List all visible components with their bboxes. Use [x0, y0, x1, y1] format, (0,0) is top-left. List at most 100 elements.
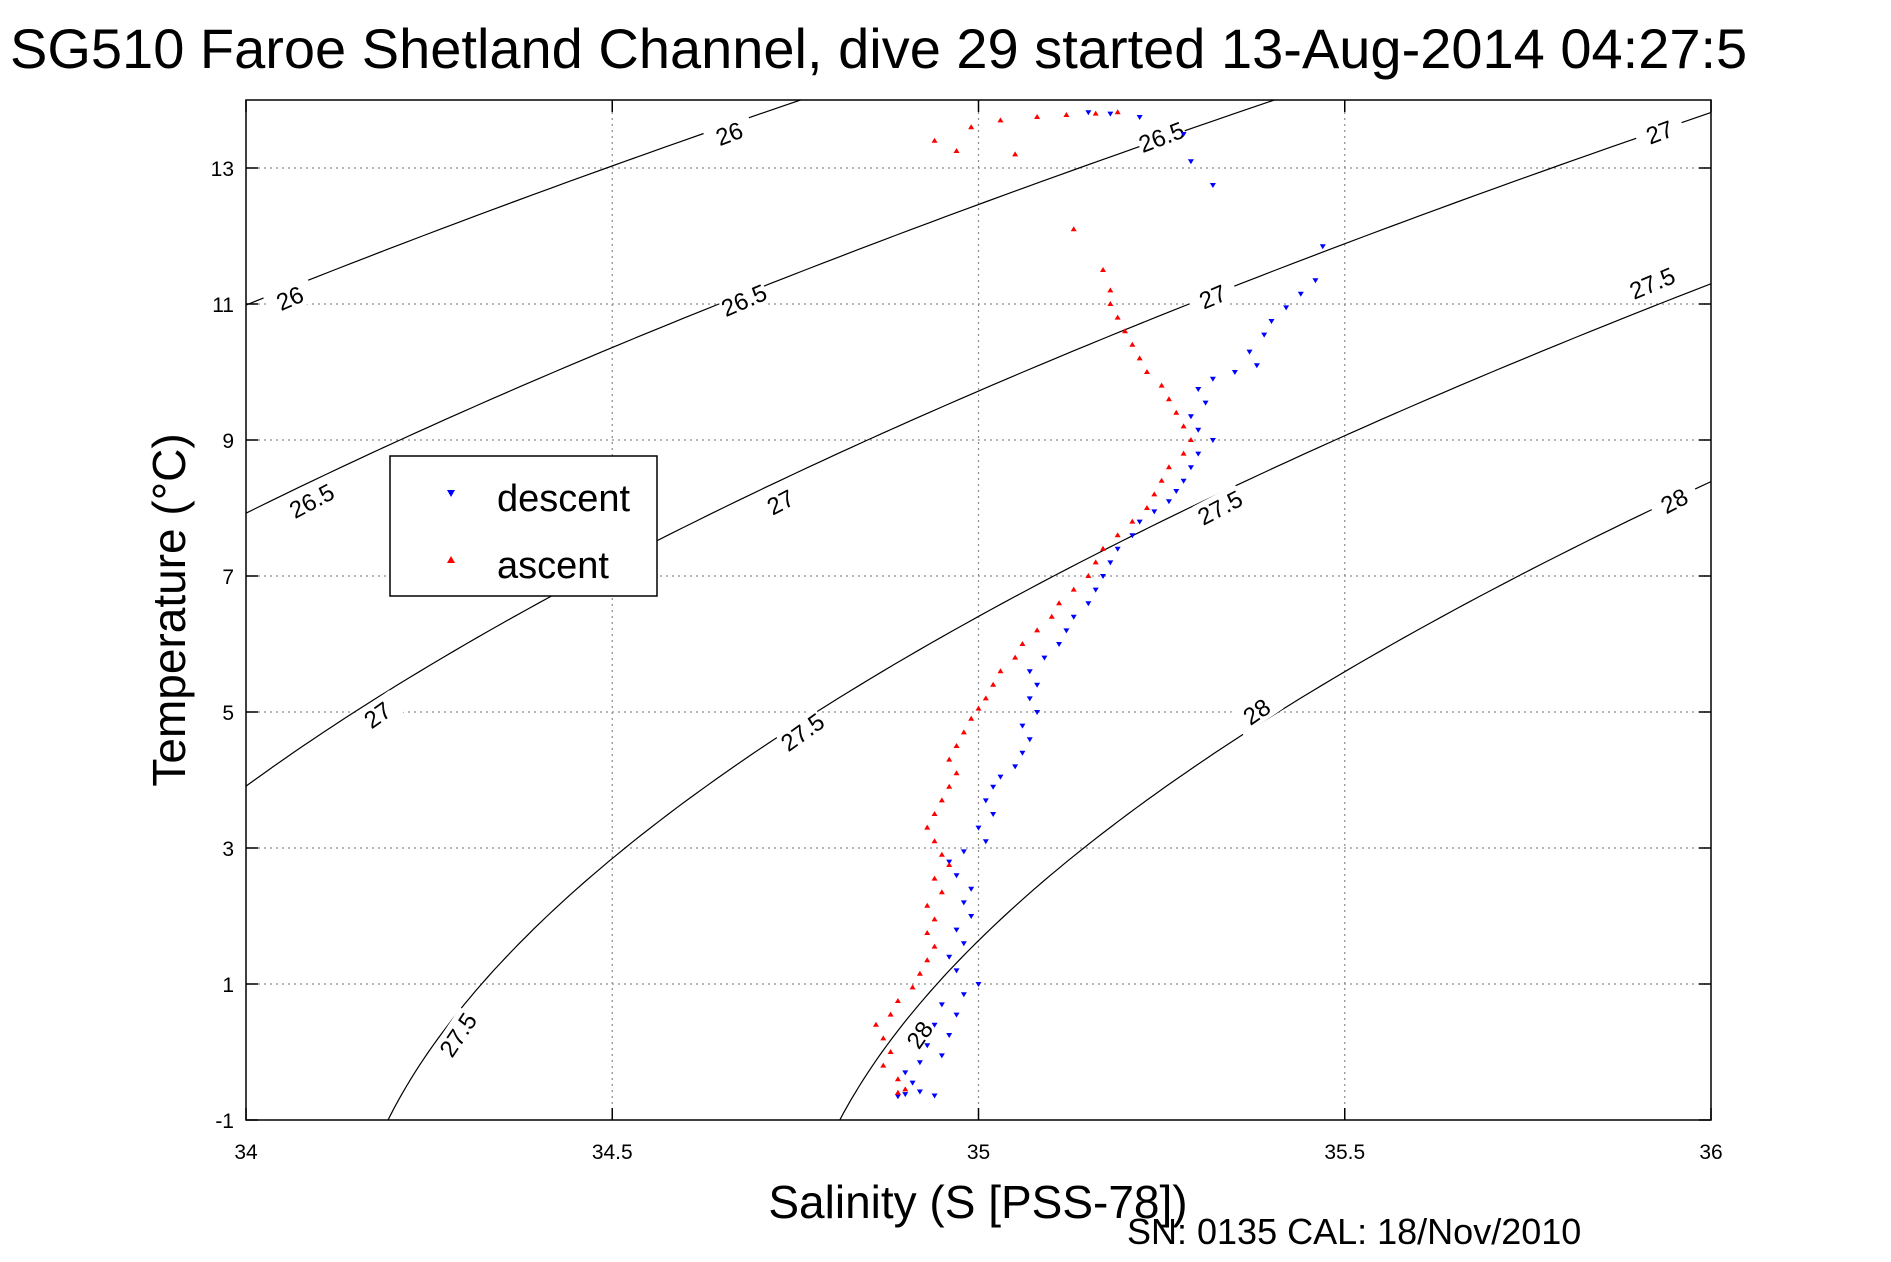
descent-point: [982, 839, 989, 845]
legend-descent-label: descent: [497, 478, 631, 520]
descent-point: [931, 1093, 938, 1099]
chart-title: SG510 Faroe Shetland Channel, dive 29 st…: [10, 17, 1747, 80]
ascent-point: [1114, 314, 1121, 320]
descent-point: [1202, 400, 1209, 406]
ascent-point: [887, 1011, 894, 1017]
ascent-point: [1019, 641, 1026, 646]
descent-point: [960, 900, 967, 906]
ascent-point: [931, 875, 938, 881]
descent-point: [902, 1092, 909, 1098]
ascent-point: [1151, 491, 1158, 497]
contour-label-bg: [775, 707, 830, 757]
ascent-point: [1092, 110, 1099, 116]
contour-label-bg: [1134, 115, 1189, 158]
descent-point: [1107, 560, 1114, 566]
ascent-point: [1136, 355, 1143, 361]
descent-point: [1297, 291, 1304, 297]
descent-point: [1187, 465, 1194, 471]
descent-point: [916, 1089, 923, 1095]
legend-ascent-label: ascent: [497, 545, 609, 587]
descent-point: [1107, 111, 1114, 117]
ascent-point: [1187, 437, 1194, 442]
descent-point: [1180, 132, 1187, 137]
descent-point: [968, 914, 975, 919]
ascent-point: [1173, 409, 1180, 415]
descent-point: [990, 812, 997, 817]
descent-point: [1041, 655, 1048, 661]
contour-label-bg: [716, 278, 771, 322]
x-tick-label: 35.5: [1324, 1141, 1365, 1164]
descent-point: [990, 784, 997, 790]
ascent-point: [997, 668, 1004, 674]
descent-point: [1231, 370, 1238, 375]
descent-point: [1085, 110, 1092, 116]
y-tick-label: 7: [222, 566, 234, 589]
descent-point: [982, 798, 989, 804]
ascent-point: [1012, 151, 1019, 157]
descent-point: [1195, 427, 1202, 433]
descent-point: [1012, 764, 1019, 770]
descent-point: [1246, 349, 1253, 355]
descent-point: [1187, 414, 1194, 420]
ascent-point: [1129, 341, 1136, 347]
descent-point: [1136, 519, 1143, 525]
ascent-point: [953, 743, 960, 748]
ascent-point: [1012, 654, 1019, 660]
descent-point: [1209, 438, 1216, 443]
descent-point: [1253, 363, 1260, 369]
ascent-point: [975, 705, 982, 711]
descent-point: [960, 992, 967, 998]
ascent-point: [946, 756, 953, 762]
descent-point: [1319, 244, 1326, 250]
ascent-point: [953, 148, 960, 153]
descent-point: [1283, 305, 1290, 311]
contour-label-bg: [1185, 274, 1240, 318]
contour-label-bg: [1229, 686, 1284, 736]
ascent-point: [1085, 573, 1092, 578]
descent-point: [1209, 183, 1216, 188]
ascent-point: [1180, 450, 1187, 456]
descent-point: [975, 825, 982, 831]
ascent-point: [968, 715, 975, 721]
descent-point: [968, 886, 975, 892]
descent-point: [1180, 478, 1187, 484]
descent-point: [1100, 574, 1107, 579]
ascent-point: [1092, 559, 1099, 565]
y-tick-label: 13: [211, 158, 234, 181]
ascent-point: [1056, 600, 1063, 606]
contour-label-bg: [262, 276, 317, 320]
descent-point: [1026, 737, 1033, 743]
descent-point: [946, 1033, 953, 1038]
ascent-point: [1114, 109, 1121, 115]
ascent-point: [1070, 226, 1077, 232]
contour-label-bg: [350, 690, 405, 740]
contour-line: [839, 480, 1711, 1120]
descent-point: [894, 1094, 901, 1100]
descent-point: [1092, 587, 1099, 593]
contour-label-bg: [701, 112, 757, 154]
descent-point: [946, 954, 953, 960]
ascent-point: [931, 916, 938, 922]
descent-point: [1173, 489, 1180, 494]
ascent-point: [946, 783, 953, 789]
calibration-footer: SN: 0135 CAL: 18/Nov/2010: [1127, 1211, 1581, 1252]
ascent-point: [946, 862, 953, 867]
ascent-point: [1107, 301, 1114, 306]
y-axis-label: Temperature (°C): [143, 433, 195, 786]
ascent-point: [887, 1049, 894, 1054]
descent-point: [953, 968, 960, 974]
ascent-point: [880, 1062, 887, 1068]
descent-point: [1151, 509, 1158, 515]
ascent-point: [924, 824, 931, 830]
descent-point: [1165, 499, 1172, 505]
descent-point: [953, 1012, 960, 1018]
y-tick-label: 9: [222, 430, 234, 453]
ascent-point: [931, 838, 938, 844]
descent-point: [1136, 115, 1143, 120]
contour-label-bg: [752, 478, 808, 525]
ascent-point: [924, 957, 931, 963]
ascent-point: [953, 770, 960, 776]
ascent-point: [894, 1076, 901, 1082]
contour-label-bg: [284, 477, 339, 524]
descent-point: [1034, 682, 1041, 688]
